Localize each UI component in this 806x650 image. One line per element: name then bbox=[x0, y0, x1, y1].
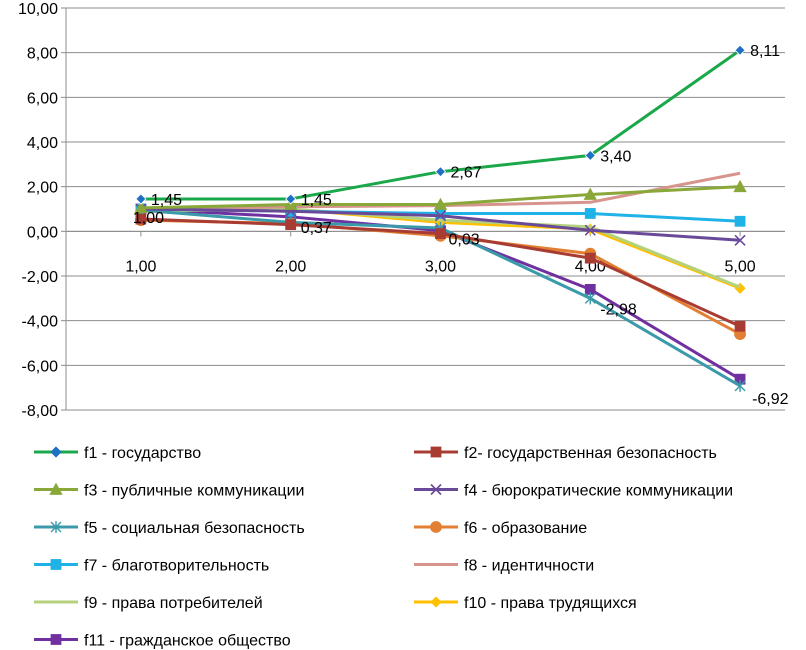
data-point bbox=[430, 483, 442, 496]
legend-label: f4 - бюрократические коммуникации bbox=[464, 483, 733, 500]
series-2 bbox=[135, 213, 746, 332]
data-point bbox=[430, 521, 442, 533]
legend-label: f7 - благотворительность bbox=[84, 558, 269, 575]
data-point bbox=[584, 224, 596, 236]
x-tick-label: 1,00 bbox=[125, 258, 156, 275]
legend-item: f9 - права потребителей bbox=[34, 595, 263, 612]
legend-label: f6 - образование bbox=[464, 520, 587, 537]
data-point bbox=[584, 292, 596, 305]
data-point bbox=[434, 210, 447, 222]
data-point bbox=[50, 446, 62, 458]
data-label-layer: 1,45 1,45 2,67 3,40 8,11 1,00 0,37 0,03 -2,98 -6,… bbox=[133, 43, 789, 408]
data-label: 0,03 bbox=[448, 232, 479, 249]
data-label: 8,11 bbox=[750, 43, 780, 60]
y-tick-label: 6,00 bbox=[27, 90, 58, 107]
data-label: 2,67 bbox=[450, 165, 481, 182]
y-tick-label: 10,00 bbox=[18, 1, 58, 18]
x-tick-label: 3,00 bbox=[425, 258, 456, 275]
legend-item: f8 - идентичности bbox=[414, 558, 594, 575]
series-1 bbox=[135, 44, 746, 205]
data-point bbox=[135, 193, 147, 205]
legend-item: f2- государственная безопасность bbox=[414, 445, 717, 462]
data-point bbox=[734, 234, 746, 246]
data-point bbox=[584, 149, 596, 161]
legend-label: f3 - публичные коммуникации bbox=[84, 483, 304, 500]
data-point bbox=[135, 213, 147, 225]
legend-label: f10 - права трудящихся bbox=[464, 595, 637, 612]
legend-item: f7 - благотворительность bbox=[34, 558, 269, 575]
series-layer bbox=[134, 44, 747, 392]
data-point bbox=[50, 634, 62, 645]
data-label: 3,40 bbox=[600, 148, 631, 165]
data-point bbox=[434, 166, 447, 178]
legend-label: f8 - идентичности bbox=[464, 558, 594, 575]
data-point bbox=[733, 179, 747, 193]
y-tick-label: -2,00 bbox=[22, 269, 59, 286]
legend-item: f5 - социальная безопасность bbox=[34, 520, 305, 537]
data-point bbox=[734, 379, 746, 392]
x-tick-label: 5,00 bbox=[724, 258, 755, 275]
y-tick-label: -8,00 bbox=[22, 403, 59, 420]
legend-label: f11 - гражданское общество bbox=[84, 633, 291, 650]
data-point bbox=[50, 521, 62, 533]
data-point bbox=[285, 193, 297, 205]
data-label: 1,00 bbox=[133, 210, 164, 227]
data-point bbox=[734, 44, 746, 56]
data-point bbox=[433, 197, 448, 210]
data-label: 1,45 bbox=[151, 192, 182, 209]
legend-label: f5 - социальная безопасность bbox=[84, 520, 305, 537]
y-tick-label: 0,00 bbox=[27, 224, 58, 241]
legend-item: f4 - бюрократические коммуникации bbox=[414, 483, 733, 500]
x-tick-label: 2,00 bbox=[275, 258, 306, 275]
y-tick-label: -6,00 bbox=[22, 358, 59, 375]
legend-item: f1 - государство bbox=[34, 445, 201, 462]
data-point bbox=[134, 201, 148, 214]
data-point bbox=[584, 252, 596, 264]
legend-label: f1 - государство bbox=[84, 445, 201, 462]
legend: f1 - государство f2- государственная безо… bbox=[34, 445, 733, 650]
data-point bbox=[49, 482, 63, 495]
data-point bbox=[50, 559, 62, 570]
data-point bbox=[285, 219, 297, 231]
legend-item: f3 - публичные коммуникации bbox=[34, 483, 304, 500]
data-label: 0,37 bbox=[301, 220, 332, 237]
data-point bbox=[734, 215, 746, 227]
y-tick-label: -4,00 bbox=[22, 314, 59, 331]
data-point bbox=[430, 446, 442, 458]
y-tick-label: 8,00 bbox=[27, 46, 58, 63]
data-point bbox=[734, 320, 746, 332]
data-label: 1,45 bbox=[301, 192, 332, 209]
series-3 bbox=[134, 179, 747, 214]
data-point bbox=[430, 596, 442, 608]
legend-item: f10 - права трудящихся bbox=[414, 595, 637, 612]
legend-item: f11 - гражданское общество bbox=[34, 633, 291, 650]
axis-layer: 10,00 8,00 6,00 4,00 2,00 0,00 -2,00 -4,00 -6,00… bbox=[18, 1, 785, 420]
y-tick-label: 4,00 bbox=[27, 135, 58, 152]
legend-item: f6 - образование bbox=[414, 520, 587, 537]
data-point bbox=[584, 208, 596, 219]
data-label: -6,92 bbox=[752, 391, 789, 408]
y-tick-label: 2,00 bbox=[27, 180, 58, 197]
data-point bbox=[583, 187, 597, 200]
legend-label: f2- государственная безопасность bbox=[464, 445, 717, 462]
data-point bbox=[435, 228, 446, 239]
data-label: -2,98 bbox=[600, 301, 637, 318]
legend-label: f9 - права потребителей bbox=[84, 595, 263, 612]
